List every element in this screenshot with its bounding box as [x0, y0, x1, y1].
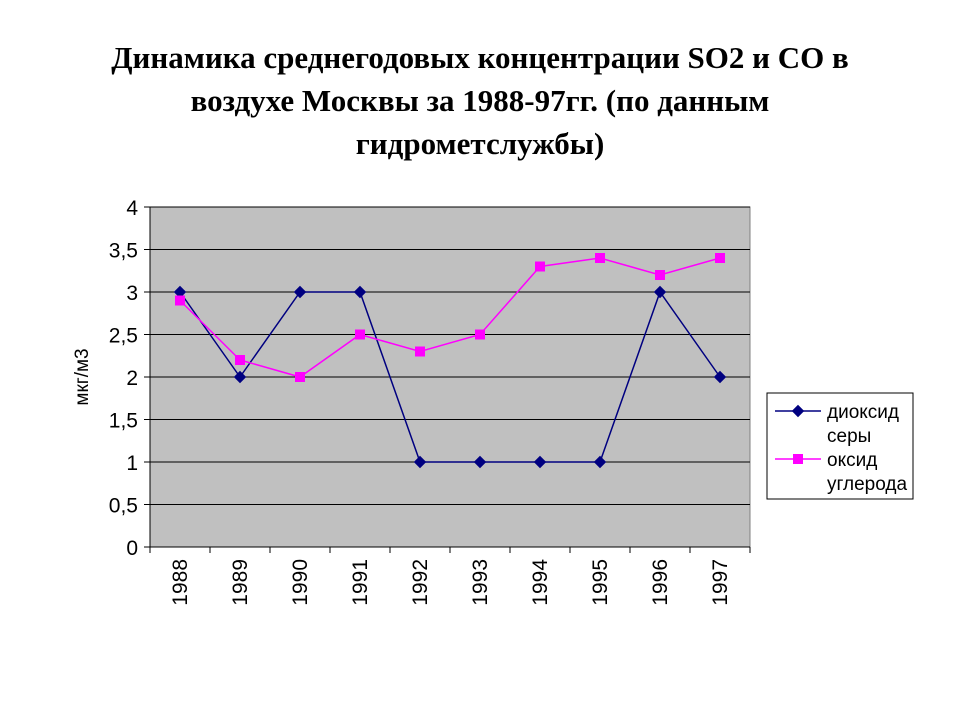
legend-label: углерода	[827, 474, 907, 495]
y-tick-label: 3,5	[109, 240, 138, 263]
y-tick-label: 3	[126, 282, 138, 305]
y-tick-label: 1	[126, 452, 138, 475]
series-line-2	[179, 257, 721, 378]
data-point	[593, 455, 607, 469]
data-point	[175, 295, 185, 306]
data-point	[655, 270, 665, 280]
data-point	[475, 329, 485, 340]
legend-marker	[791, 404, 805, 418]
chart-title: Динамика среднегодовых концентрации SO2 …	[40, 36, 920, 165]
legend-label: серы	[827, 426, 871, 447]
series-line-1	[179, 290, 721, 463]
legend-label: диоксид	[827, 402, 899, 423]
data-point	[595, 253, 605, 263]
title-line-1: Динамика среднегодовых концентрации SO2 …	[111, 40, 849, 75]
y-tick-label: 0	[126, 537, 138, 560]
data-point	[353, 285, 367, 299]
data-point	[713, 370, 727, 384]
data-point	[233, 370, 247, 384]
x-tick-label: 1988	[169, 559, 192, 606]
data-point	[653, 285, 667, 299]
data-point	[533, 455, 547, 469]
data-point	[415, 346, 425, 357]
y-axis-title: мкг/м3	[72, 348, 93, 405]
x-tick-label: 1993	[469, 559, 492, 606]
y-tick-label: 2	[126, 367, 138, 390]
data-point	[413, 455, 427, 469]
legend: диоксид серы оксид углерода	[766, 392, 914, 500]
data-point	[715, 253, 725, 263]
data-point	[535, 261, 545, 272]
data-point	[355, 329, 365, 340]
title-line-2: воздухе Москвы за 1988-97гг. (по данным	[190, 83, 770, 118]
y-tick-label: 0,5	[109, 495, 138, 518]
x-tick-label: 1997	[709, 559, 732, 606]
x-tick-label: 1994	[529, 559, 552, 606]
y-tick-label: 1,5	[109, 410, 138, 433]
legend-marker	[793, 454, 803, 464]
x-tick-label: 1989	[229, 559, 252, 606]
data-point	[293, 285, 307, 299]
title-line-3: гидрометслужбы)	[355, 126, 605, 161]
legend-label: оксид	[827, 450, 877, 471]
x-tick-label: 1996	[649, 559, 672, 606]
data-point	[473, 455, 487, 469]
data-point	[295, 372, 305, 382]
y-tick-label: 4	[126, 197, 138, 220]
x-tick-label: 1990	[289, 559, 312, 606]
x-tick-label: 1995	[589, 559, 612, 606]
x-tick-label: 1991	[349, 559, 372, 606]
x-tick-label: 1992	[409, 559, 432, 606]
data-point	[235, 355, 245, 365]
y-tick-label: 2,5	[109, 325, 138, 348]
